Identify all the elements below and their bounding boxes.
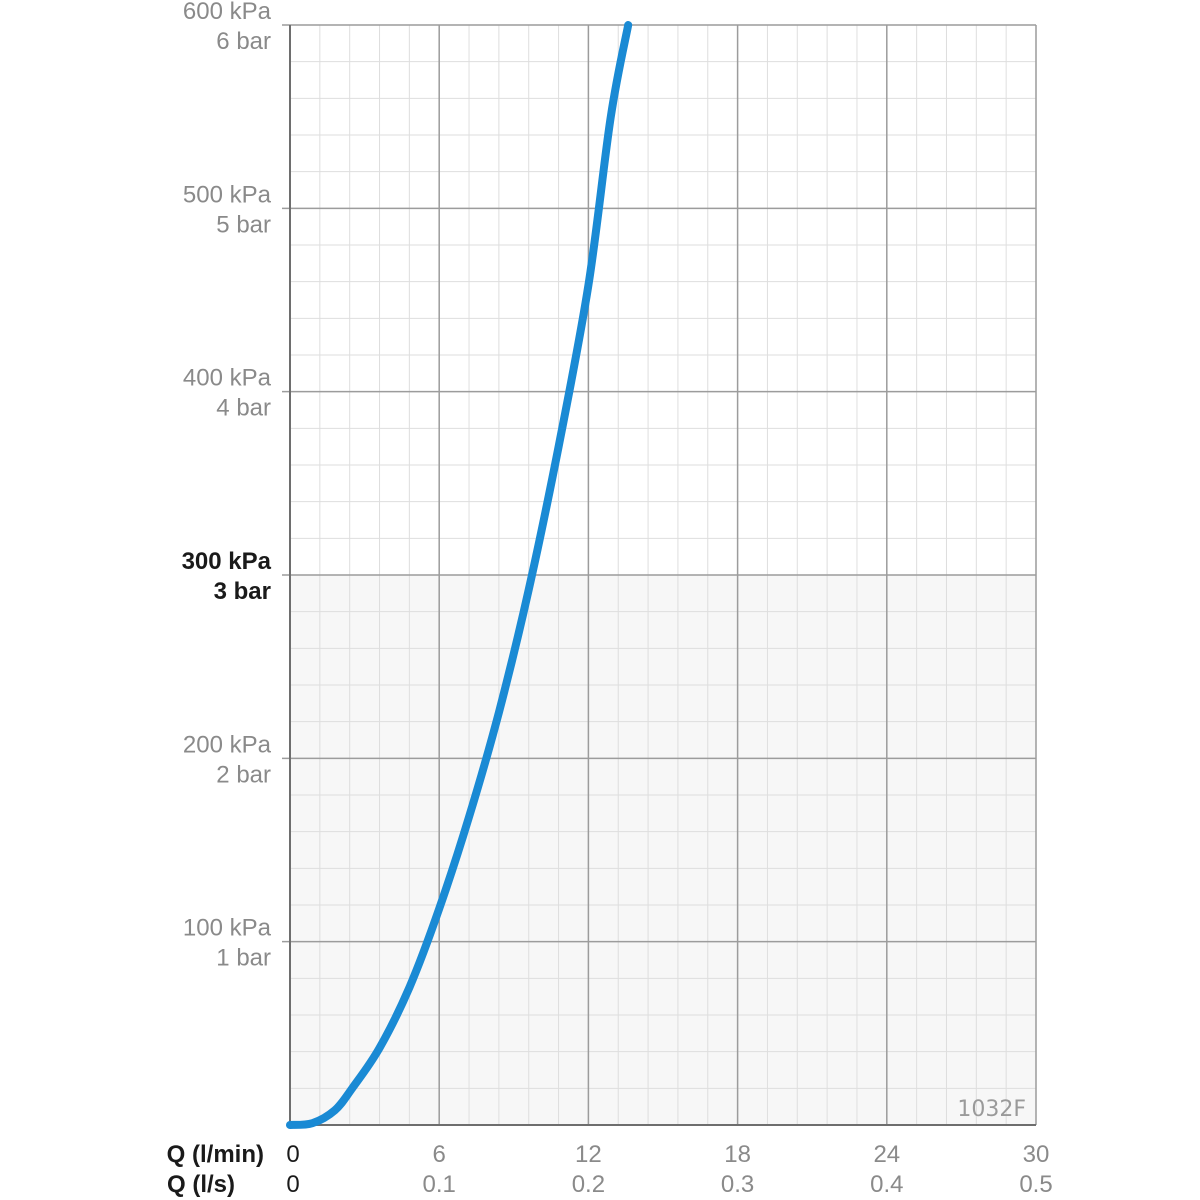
x-tick-label-lmin: 18 xyxy=(724,1141,751,1168)
chart-code-label: 1032F xyxy=(957,1097,1026,1122)
series-line xyxy=(286,21,633,1129)
y-tick-label-kpa: 100 kPa xyxy=(183,915,272,942)
y-tick-label-bar: 5 bar xyxy=(216,211,271,238)
y-axis-labels: 100 kPa 1 bar 200 kPa 2 bar 300 kPa 3 bar 400 … xyxy=(182,0,272,972)
y-tick-label-bar: 6 bar xyxy=(216,28,271,55)
x-tick-label-lmin: 24 xyxy=(873,1141,900,1168)
y-tick-label-bar: 4 bar xyxy=(216,395,271,422)
x-tick-label-ls: 0 xyxy=(286,1171,299,1198)
y-tick-label-bar: 2 bar xyxy=(216,761,271,788)
major-grid xyxy=(282,24,1037,1126)
x-tick-label-lmin: 0 xyxy=(286,1141,299,1168)
x-tick-label-ls: 0.1 xyxy=(423,1171,456,1198)
x-tick-label-lmin: 6 xyxy=(433,1141,446,1168)
x-tick-label-lmin: 30 xyxy=(1023,1141,1050,1168)
y-tick-label-bar: 3 bar xyxy=(214,578,271,605)
x-tick-label-lmin: 12 xyxy=(575,1141,602,1168)
series-layer xyxy=(286,21,633,1129)
x-tick-label-ls: 0.2 xyxy=(572,1171,605,1198)
y-tick-label-kpa: 200 kPa xyxy=(183,731,272,758)
y-tick-label-kpa: 400 kPa xyxy=(183,365,272,392)
x-primary-axis-title: Q (l/min) xyxy=(167,1141,264,1168)
x-secondary-axis-title: Q (l/s) xyxy=(167,1171,235,1198)
y-tick-label-kpa: 500 kPa xyxy=(183,181,272,208)
y-tick-label-kpa: 600 kPa xyxy=(183,0,272,25)
x-tick-label-ls: 0.3 xyxy=(721,1171,754,1198)
x-tick-label-ls: 0.4 xyxy=(870,1171,903,1198)
y-tick-label-bar: 1 bar xyxy=(216,945,271,972)
y-tick-label-kpa: 300 kPa xyxy=(182,548,272,575)
shaded-region xyxy=(290,575,1036,1125)
x-axis-labels: 0 0 6 0.1 12 0.2 18 0.3 24 0.4 30 0.5 xyxy=(286,1141,1052,1198)
x-tick-label-ls: 0.5 xyxy=(1019,1171,1052,1198)
